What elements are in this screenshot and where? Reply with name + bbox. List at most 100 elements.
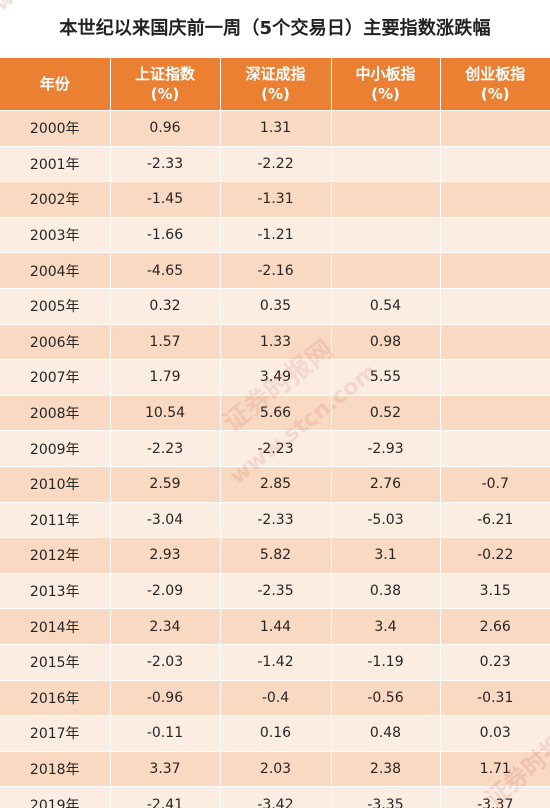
cell-year: 2001年: [0, 145, 110, 182]
header-label: 创业板指: [465, 65, 526, 83]
cell-shenzhen: -1.31: [219, 181, 331, 218]
cell-year: 2014年: [0, 608, 110, 645]
table-header: 年份 上证指数 (%) 深证成指 (%) 中小板指 (%) 创业板指 (%): [0, 58, 550, 111]
cell-sme: -2.93: [330, 430, 440, 467]
header-sme: 中小板指 (%): [330, 58, 440, 111]
header-chinext: 创业板指 (%): [439, 58, 550, 111]
cell-chinext: [439, 359, 550, 396]
cell-chinext: -3.37: [439, 786, 550, 808]
cell-shanghai: -2.33: [109, 145, 220, 182]
cell-shenzhen: -1.42: [219, 643, 331, 680]
header-label: 深证成指: [245, 65, 306, 83]
cell-chinext: [439, 287, 550, 325]
cell-year: 2011年: [0, 501, 110, 538]
cell-shanghai: -1.45: [109, 181, 220, 218]
cell-shenzhen: 1.33: [219, 323, 331, 360]
cell-sme: [330, 252, 440, 289]
cell-year: 2013年: [0, 572, 110, 609]
cell-sme: 0.48: [330, 715, 440, 752]
cell-sme: 3.1: [330, 537, 440, 574]
cell-shenzhen: -2.33: [219, 501, 331, 538]
cell-shanghai: -1.66: [109, 216, 220, 253]
cell-shanghai: 10.54: [109, 394, 220, 431]
cell-shenzhen: -2.22: [219, 145, 331, 182]
header-unit: (%): [150, 85, 180, 103]
cell-sme: [330, 181, 440, 218]
header-shanghai: 上证指数 (%): [109, 58, 220, 111]
cell-sme: [330, 110, 440, 147]
cell-year: 2005年: [0, 287, 110, 325]
cell-year: 2015年: [0, 643, 110, 680]
cell-sme: 0.52: [330, 394, 440, 431]
cell-year: 2016年: [0, 679, 110, 716]
table-row: 2007年 1.79 3.49 5.55: [0, 359, 550, 396]
cell-shenzhen: 2.85: [219, 465, 331, 503]
cell-sme: [330, 216, 440, 253]
table-row: 2010年 2.59 2.85 2.76 -0.7: [0, 465, 550, 503]
table-row: 2016年 -0.96 -0.4 -0.56 -0.31: [0, 679, 550, 716]
table-row: 2011年 -3.04 -2.33 -5.03 -6.21: [0, 501, 550, 538]
cell-shanghai: -2.09: [109, 572, 220, 609]
cell-sme: -1.19: [330, 643, 440, 680]
cell-chinext: 0.03: [439, 715, 550, 752]
header-label: 年份: [39, 75, 70, 93]
cell-shanghai: -0.11: [109, 715, 220, 752]
table-row: 2009年 -2.23 -2.23 -2.93: [0, 430, 550, 467]
cell-year: 2003年: [0, 216, 110, 253]
cell-shanghai: -4.65: [109, 252, 220, 289]
header-label: 上证指数: [134, 65, 195, 83]
header-unit: (%): [480, 85, 510, 103]
cell-shenzhen: 1.44: [219, 608, 331, 645]
cell-sme: 5.55: [330, 359, 440, 396]
table-row: 2006年 1.57 1.33 0.98: [0, 323, 550, 360]
table-row: 2001年 -2.33 -2.22: [0, 145, 550, 182]
cell-shenzhen: -0.4: [219, 679, 331, 716]
cell-sme: 3.4: [330, 608, 440, 645]
cell-sme: 0.98: [330, 323, 440, 360]
cell-year: 2008年: [0, 394, 110, 431]
cell-shenzhen: 5.82: [219, 537, 331, 574]
cell-shanghai: -2.23: [109, 430, 220, 467]
cell-shanghai: -2.41: [109, 786, 220, 808]
cell-shanghai: -3.04: [109, 501, 220, 538]
cell-shenzhen: 3.49: [219, 359, 331, 396]
cell-shenzhen: 0.35: [219, 287, 331, 325]
header-year: 年份: [0, 58, 110, 111]
cell-shenzhen: 2.03: [219, 750, 331, 787]
table-row: 2008年 10.54 5.66 0.52: [0, 394, 550, 431]
cell-chinext: 0.23: [439, 643, 550, 680]
cell-shanghai: 2.59: [109, 465, 220, 503]
cell-sme: 0.38: [330, 572, 440, 609]
index-change-table: 年份 上证指数 (%) 深证成指 (%) 中小板指 (%) 创业板指 (%): [0, 58, 550, 808]
cell-sme: 0.54: [330, 287, 440, 325]
cell-chinext: [439, 181, 550, 218]
cell-year: 2000年: [0, 110, 110, 147]
header-row: 年份 上证指数 (%) 深证成指 (%) 中小板指 (%) 创业板指 (%): [0, 58, 550, 111]
cell-shenzhen: -1.21: [219, 216, 331, 253]
table-row: 2000年 0.96 1.31: [0, 110, 550, 147]
cell-chinext: [439, 252, 550, 289]
header-label: 中小板指: [355, 65, 416, 83]
cell-shanghai: 1.79: [109, 359, 220, 396]
table-row: 2014年 2.34 1.44 3.4 2.66: [0, 608, 550, 645]
cell-sme: 2.76: [330, 465, 440, 503]
cell-chinext: [439, 394, 550, 431]
cell-shenzhen: -2.23: [219, 430, 331, 467]
table-body: 2000年 0.96 1.31 2001年 -2.33 -2.22 2002年 -1.45 -1…: [0, 110, 550, 808]
header-unit: (%): [261, 85, 290, 103]
cell-year: 2007年: [0, 359, 110, 396]
cell-year: 2012年: [0, 537, 110, 574]
cell-sme: -5.03: [330, 501, 440, 538]
cell-chinext: 1.71: [439, 750, 550, 787]
cell-shenzhen: -2.16: [219, 252, 331, 289]
cell-sme: [330, 145, 440, 182]
cell-year: 2009年: [0, 430, 110, 467]
cell-sme: 2.38: [330, 750, 440, 787]
cell-chinext: -6.21: [439, 501, 550, 538]
cell-shanghai: 0.32: [109, 287, 220, 325]
cell-chinext: -0.7: [439, 465, 550, 503]
table-row: 2002年 -1.45 -1.31: [0, 181, 550, 218]
cell-year: 2002年: [0, 181, 110, 218]
cell-shanghai: 2.34: [109, 608, 220, 645]
